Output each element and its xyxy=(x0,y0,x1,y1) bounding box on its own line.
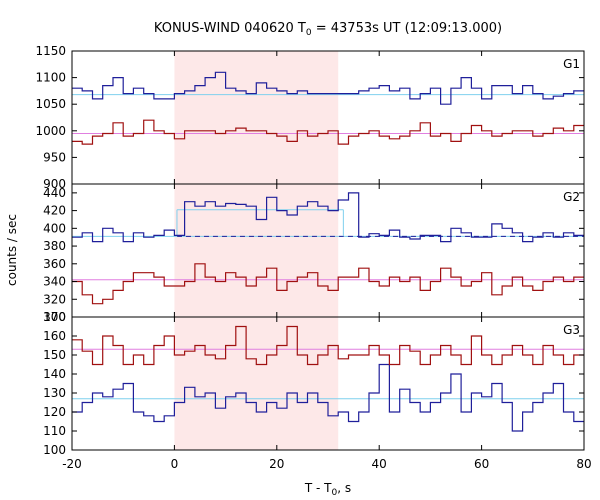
y-tick-label: 400 xyxy=(43,221,66,235)
y-tick-label: 170 xyxy=(43,310,66,324)
x-tick-label: -20 xyxy=(62,457,82,471)
panel-label-g2: G2 xyxy=(563,190,580,204)
y-tick-label: 950 xyxy=(43,150,66,164)
y-axis-label: counts / sec xyxy=(5,214,19,286)
y-tick-label: 130 xyxy=(43,386,66,400)
series-g2-blue xyxy=(72,192,584,243)
x-tick-label: 0 xyxy=(171,457,179,471)
x-tick-label: 20 xyxy=(269,457,284,471)
x-tick-label: 40 xyxy=(372,457,387,471)
panel-label-g3: G3 xyxy=(563,323,580,337)
y-tick-label: 900 xyxy=(43,177,66,191)
panel-label-g1: G1 xyxy=(563,57,580,71)
y-tick-label: 1150 xyxy=(35,44,66,58)
y-tick-label: 140 xyxy=(43,367,66,381)
series-g3-red xyxy=(72,325,584,366)
series-g1-red xyxy=(72,119,584,145)
panel-frame-g3 xyxy=(71,316,585,451)
chart-title: KONUS-WIND 040620 T0 = 43753s UT (12:09:… xyxy=(154,21,502,38)
y-tick-label: 380 xyxy=(43,239,66,253)
y-tick-label: 100 xyxy=(43,443,66,457)
y-tick-label: 440 xyxy=(43,186,66,200)
y-tick-label: 320 xyxy=(43,292,66,306)
y-tick-label: 120 xyxy=(43,405,66,419)
x-axis-label: T - T0, s xyxy=(304,481,351,498)
highlight-band xyxy=(174,51,339,450)
y-tick-label: 1050 xyxy=(35,97,66,111)
y-tick-label: 300 xyxy=(43,310,66,324)
series-g2-red xyxy=(72,263,584,305)
y-tick-label: 360 xyxy=(43,257,66,271)
y-tick-label: 110 xyxy=(43,424,66,438)
y-tick-label: 340 xyxy=(43,275,66,289)
series-g3-blue xyxy=(72,363,584,432)
x-tick-label: 60 xyxy=(474,457,489,471)
series-g1-blue xyxy=(72,71,584,105)
y-tick-label: 160 xyxy=(43,329,66,343)
y-tick-label: 150 xyxy=(43,348,66,362)
y-tick-label: 1000 xyxy=(35,124,66,138)
y-tick-label: 1100 xyxy=(35,71,66,85)
x-tick-label: 80 xyxy=(576,457,591,471)
y-tick-label: 420 xyxy=(43,204,66,218)
